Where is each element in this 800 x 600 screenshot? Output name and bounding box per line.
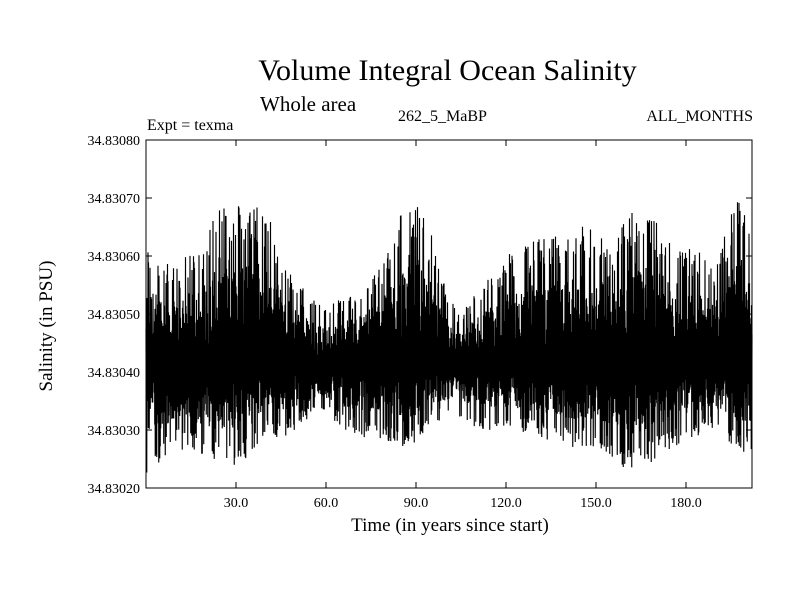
y-tick-label: 34.83050 — [88, 308, 141, 323]
y-tick-label: 34.83070 — [88, 192, 141, 207]
x-tick-label: 60.0 — [314, 496, 339, 511]
y-tick-label: 34.83040 — [88, 366, 141, 381]
run-label: 262_5_MaBP — [398, 108, 487, 125]
x-tick-label: 120.0 — [490, 496, 522, 511]
y-tick-label: 34.83080 — [88, 134, 141, 149]
x-axis-label: Time (in years since start) — [351, 515, 549, 536]
x-tick-label: 90.0 — [404, 496, 429, 511]
chart-subtitle: Whole area — [260, 92, 357, 116]
y-tick-label: 34.83030 — [88, 424, 141, 439]
chart-title: Volume Integral Ocean Salinity — [258, 54, 637, 87]
y-tick-label: 34.83060 — [88, 250, 141, 265]
y-tick-label: 34.83020 — [88, 482, 141, 497]
x-tick-label: 30.0 — [224, 496, 249, 511]
salinity-series-line — [145, 202, 753, 473]
period-label: ALL_MONTHS — [646, 108, 753, 125]
x-tick-label: 180.0 — [670, 496, 702, 511]
experiment-label: Expt = texma — [147, 117, 234, 134]
x-tick-label: 150.0 — [580, 496, 612, 511]
